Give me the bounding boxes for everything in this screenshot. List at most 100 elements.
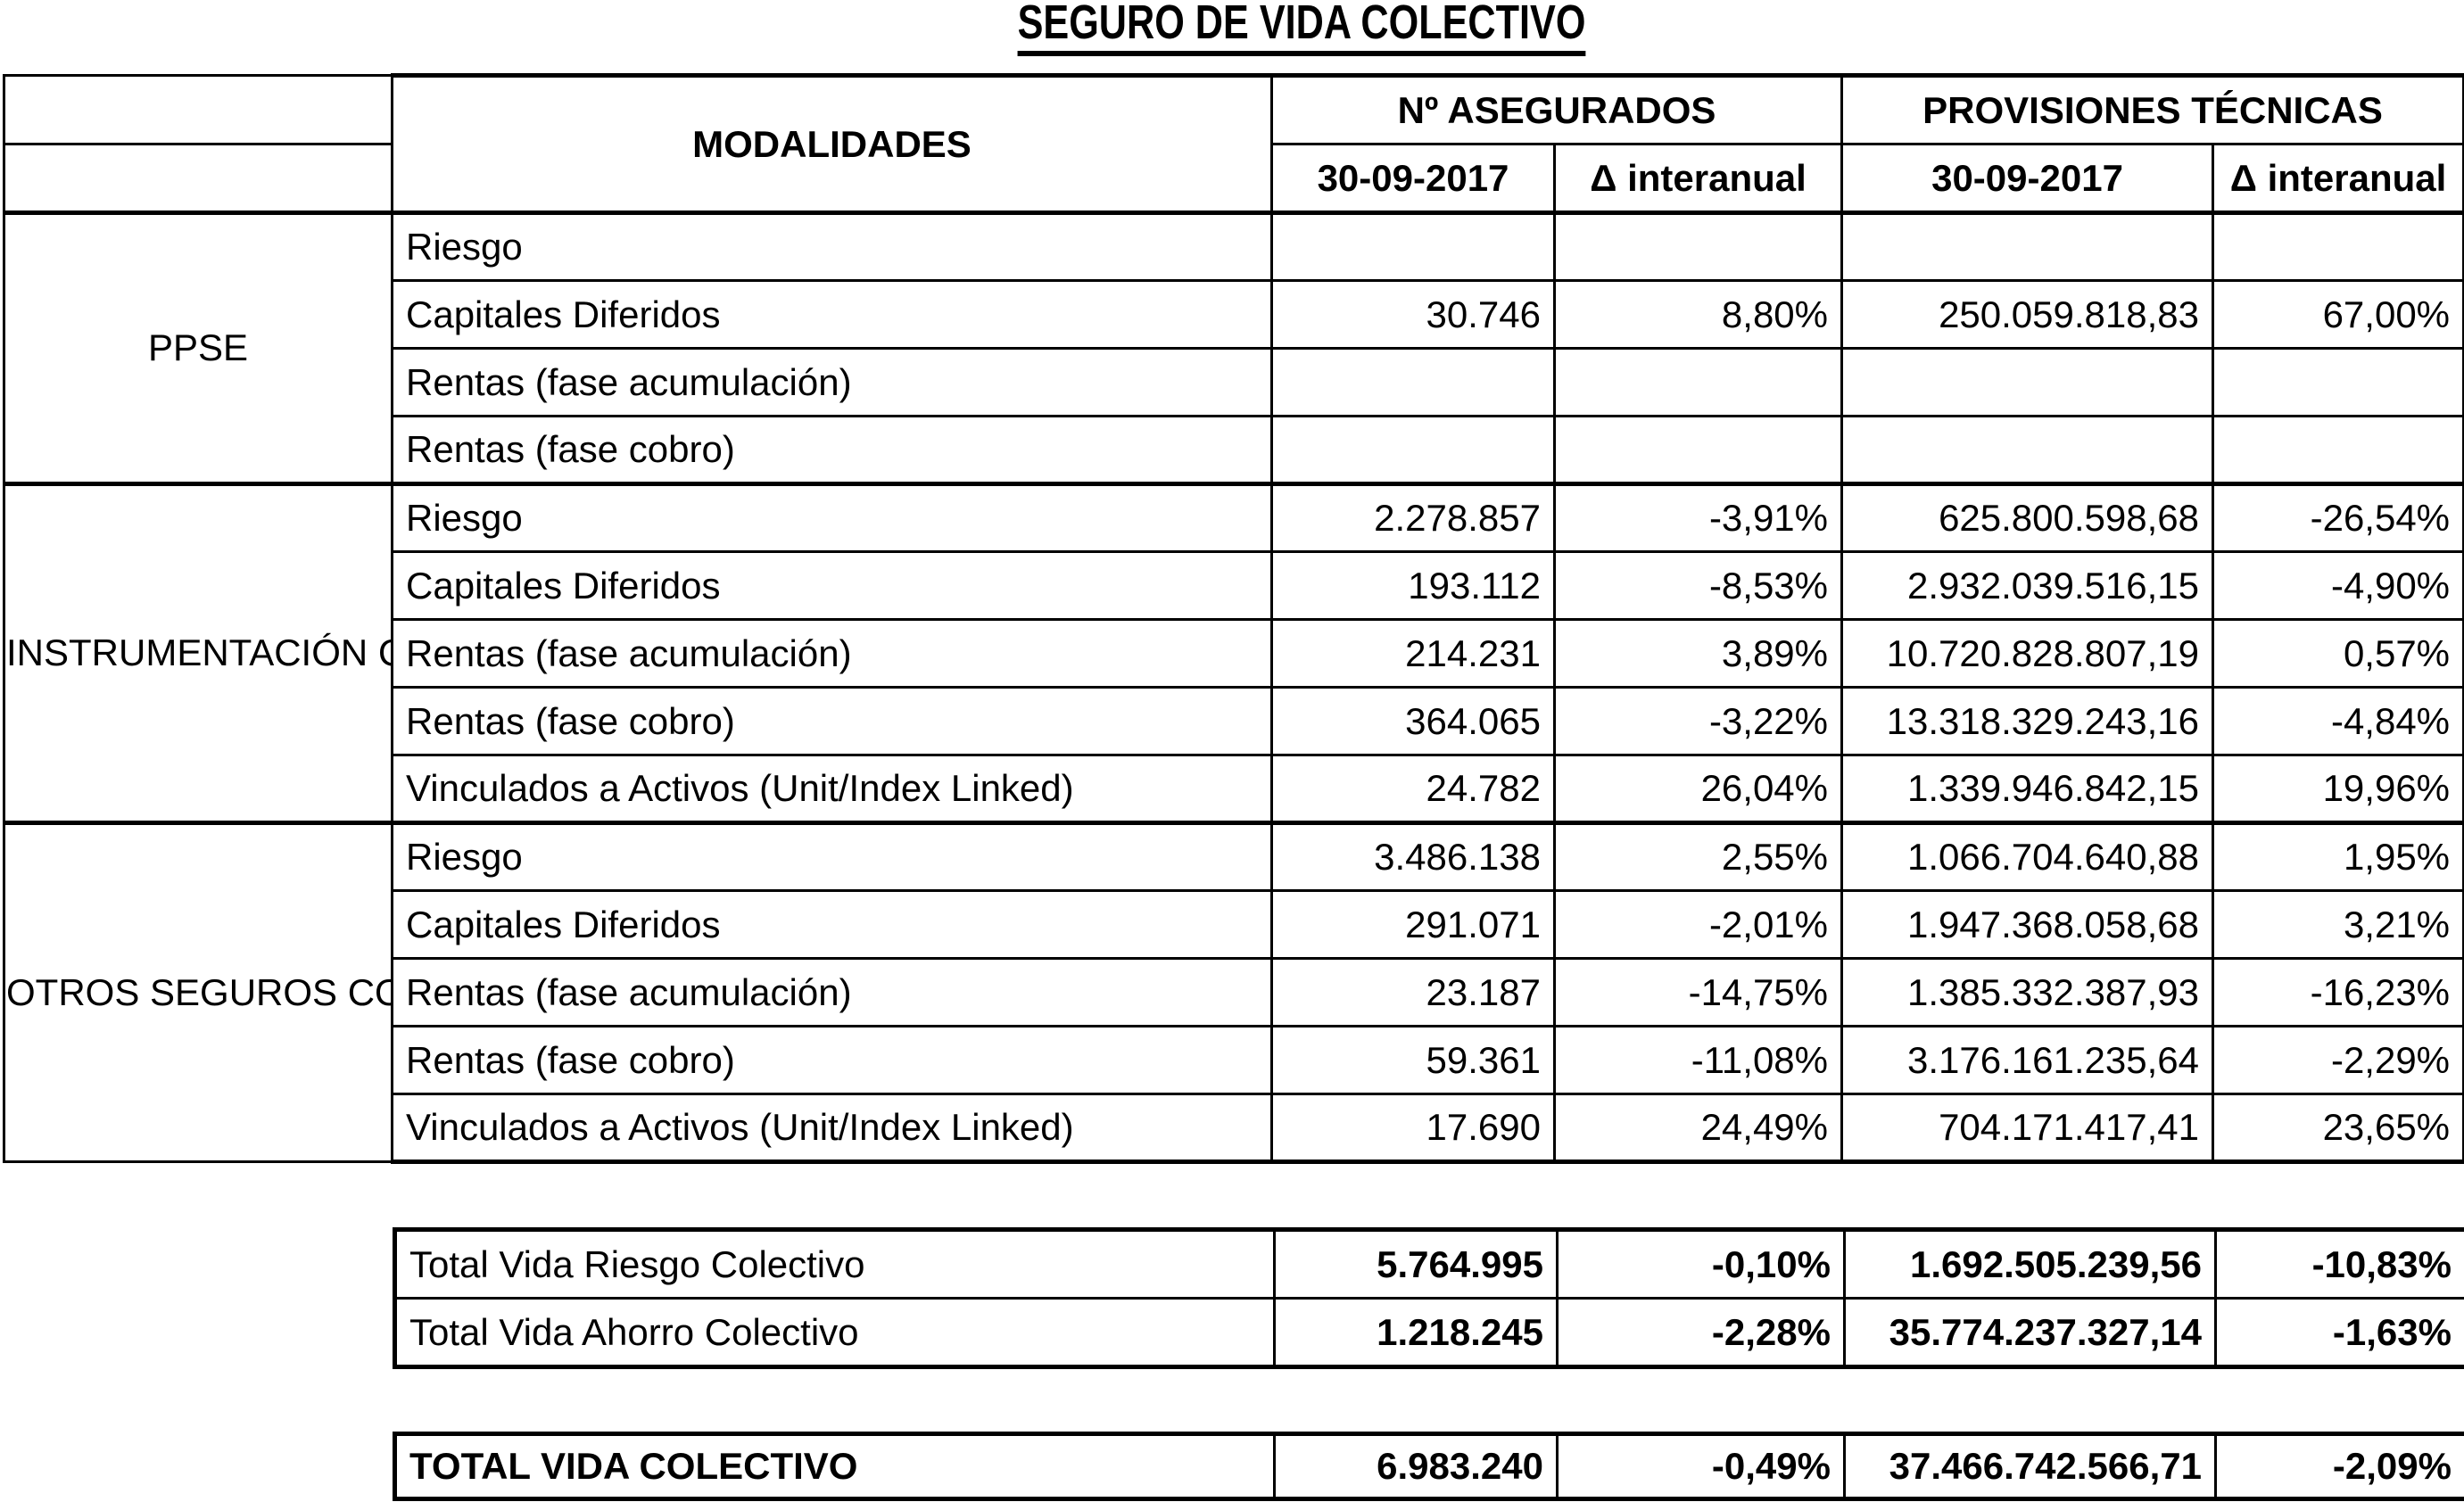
cell-label: Capitales Diferidos [391,279,1273,350]
cell-asegurados: 364.065 [1270,686,1556,756]
header-empty-cell [3,74,393,145]
cell-delta-provisiones: -2,29% [2212,1025,2464,1095]
cell-asegurados: 214.231 [1270,618,1556,689]
cell-delta-provisiones: -1,63% [2214,1297,2464,1369]
cell-provisiones: 2.932.039.516,15 [1840,550,2215,621]
header-delta-asegurados: Δ interanual [1552,143,1844,214]
cell-provisiones: 10.720.828.807,19 [1840,618,2215,689]
table-row: Rentas (fase cobro) [4,415,2464,485]
cell-delta-provisiones: -10,83% [2214,1227,2464,1300]
cell-delta-provisiones: -16,23% [2212,957,2464,1027]
cell-delta-asegurados: -14,75% [1552,957,1844,1027]
cell-delta-asegurados [1552,415,1844,485]
subtotals-table: Total Vida Riesgo Colectivo 5.764.995 -0… [393,1227,2464,1369]
cell-provisiones: 1.385.332.387,93 [1840,957,2215,1027]
table-row: Vinculados a Activos (Unit/Index Linked)… [4,754,2464,824]
cell-asegurados: 291.071 [1270,889,1556,960]
table-row: Capitales Diferidos 193.112 -8,53% 2.932… [4,550,2464,621]
cell-provisiones: 3.176.161.235,64 [1840,1025,2215,1095]
header-asegurados: Nº ASEGURADOS [1269,73,1844,145]
cell-label: Rentas (fase cobro) [391,415,1273,485]
cell-asegurados [1270,347,1556,417]
cell-delta-provisiones: 1,95% [2212,821,2464,892]
cell-delta-asegurados: -8,53% [1552,550,1844,621]
cell-delta-provisiones: 3,21% [2212,889,2464,960]
table-row: Rentas (fase acumulación) [4,347,2464,417]
cell-provisiones: 1.947.368.058,68 [1840,889,2215,960]
cell-asegurados [1270,415,1556,485]
table-row: Rentas (fase acumulación) 23.187 -14,75%… [4,957,2464,1027]
cell-delta-provisiones [2212,210,2464,282]
cell-asegurados: 59.361 [1270,1025,1556,1095]
cell-delta-asegurados [1552,210,1844,282]
table-row: Rentas (fase acumulación) 214.231 3,89% … [4,618,2464,689]
subtotal-label: Total Vida Riesgo Colectivo [393,1227,1276,1300]
table-row: Capitales Diferidos 291.071 -2,01% 1.947… [4,889,2464,960]
cell-delta-provisiones: 19,96% [2212,754,2464,824]
cell-delta-provisiones: 23,65% [2212,1093,2464,1164]
cell-label: Vinculados a Activos (Unit/Index Linked) [391,1093,1273,1164]
cell-provisiones [1840,415,2215,485]
cell-asegurados: 23.187 [1270,957,1556,1027]
group-label-ppse: PPSE [3,210,393,485]
cell-asegurados: 5.764.995 [1273,1227,1559,1300]
main-table: MODALIDADES Nº ASEGURADOS PROVISIONES TÉ… [3,73,2464,1164]
cell-delta-asegurados: -0,10% [1556,1227,1846,1300]
header-date-asegurados: 30-09-2017 [1270,143,1556,214]
cell-delta-asegurados: -2,01% [1552,889,1844,960]
cell-label: Riesgo [391,821,1273,892]
cell-asegurados [1270,210,1556,282]
cell-asegurados: 17.690 [1270,1093,1556,1164]
table-row: Rentas (fase cobro) 59.361 -11,08% 3.176… [4,1025,2464,1095]
cell-delta-asegurados: 2,55% [1552,821,1844,892]
header-row-columns: 30-09-2017 Δ interanual 30-09-2017 Δ int… [3,143,2464,214]
header-provisiones: PROVISIONES TÉCNICAS [1840,73,2464,145]
cell-provisiones: 625.800.598,68 [1840,482,2215,553]
cell-provisiones [1840,347,2215,417]
cell-label: Vinculados a Activos (Unit/Index Linked) [391,754,1273,824]
cell-delta-asegurados: 26,04% [1552,754,1844,824]
cell-provisiones: 1.066.704.640,88 [1840,821,2215,892]
grand-total-label: TOTAL VIDA COLECTIVO [393,1432,1276,1501]
cell-delta-asegurados: -3,91% [1552,482,1844,553]
cell-asegurados: 24.782 [1270,754,1556,824]
page-title: SEGURO DE VIDA COLECTIVO [1017,0,1586,57]
cell-provisiones: 704.171.417,41 [1840,1093,2215,1164]
cell-delta-asegurados: -2,28% [1556,1297,1846,1369]
table-row: PPSE Riesgo [3,210,2464,485]
cell-asegurados: 3.486.138 [1270,821,1556,892]
cell-provisiones: 37.466.742.566,71 [1843,1432,2217,1501]
cell-label: Rentas (fase acumulación) [391,347,1273,417]
cell-delta-provisiones: 0,57% [2212,618,2464,689]
cell-delta-provisiones: -26,54% [2212,482,2464,553]
cell-label: Riesgo [391,482,1273,553]
table-row: TOTAL VIDA COLECTIVO 6.983.240 -0,49% 37… [393,1432,2464,1501]
cell-asegurados: 6.983.240 [1273,1432,1559,1501]
cell-label: Riesgo [391,210,1273,282]
cell-provisiones: 250.059.818,83 [1840,279,2215,350]
cell-delta-asegurados: -0,49% [1556,1432,1846,1501]
table-row: Rentas (fase cobro) 364.065 -3,22% 13.31… [4,686,2464,756]
cell-asegurados: 30.746 [1270,279,1556,350]
header-empty-cell [3,143,393,214]
cell-provisiones: 35.774.237.327,14 [1843,1297,2217,1369]
cell-label: Rentas (fase acumulación) [391,618,1273,689]
cell-provisiones: 1.692.505.239,56 [1843,1227,2217,1300]
cell-label: Rentas (fase acumulación) [391,957,1273,1027]
cell-delta-provisiones: -4,90% [2212,550,2464,621]
grand-total-table: TOTAL VIDA COLECTIVO 6.983.240 -0,49% 37… [393,1432,2464,1501]
header-date-provisiones: 30-09-2017 [1840,143,2215,214]
table-row: Capitales Diferidos 30.746 8,80% 250.059… [4,279,2464,350]
table-row: Total Vida Riesgo Colectivo 5.764.995 -0… [393,1227,2464,1300]
group-label-instrumentacion: INSTRUMENTACIÓN COMPROMISOS PENSIONES [3,482,393,824]
table-row: Vinculados a Activos (Unit/Index Linked)… [4,1093,2464,1164]
cell-provisiones: 13.318.329.243,16 [1840,686,2215,756]
cell-delta-asegurados: 8,80% [1552,279,1844,350]
table-row: OTROS SEGUROS COLECTIVOS Riesgo 3.486.13… [3,821,2464,1163]
cell-asegurados: 2.278.857 [1270,482,1556,553]
cell-delta-provisiones: -4,84% [2212,686,2464,756]
cell-delta-asegurados: -11,08% [1552,1025,1844,1095]
cell-delta-provisiones [2212,347,2464,417]
header-modalidades: MODALIDADES [391,73,1273,214]
